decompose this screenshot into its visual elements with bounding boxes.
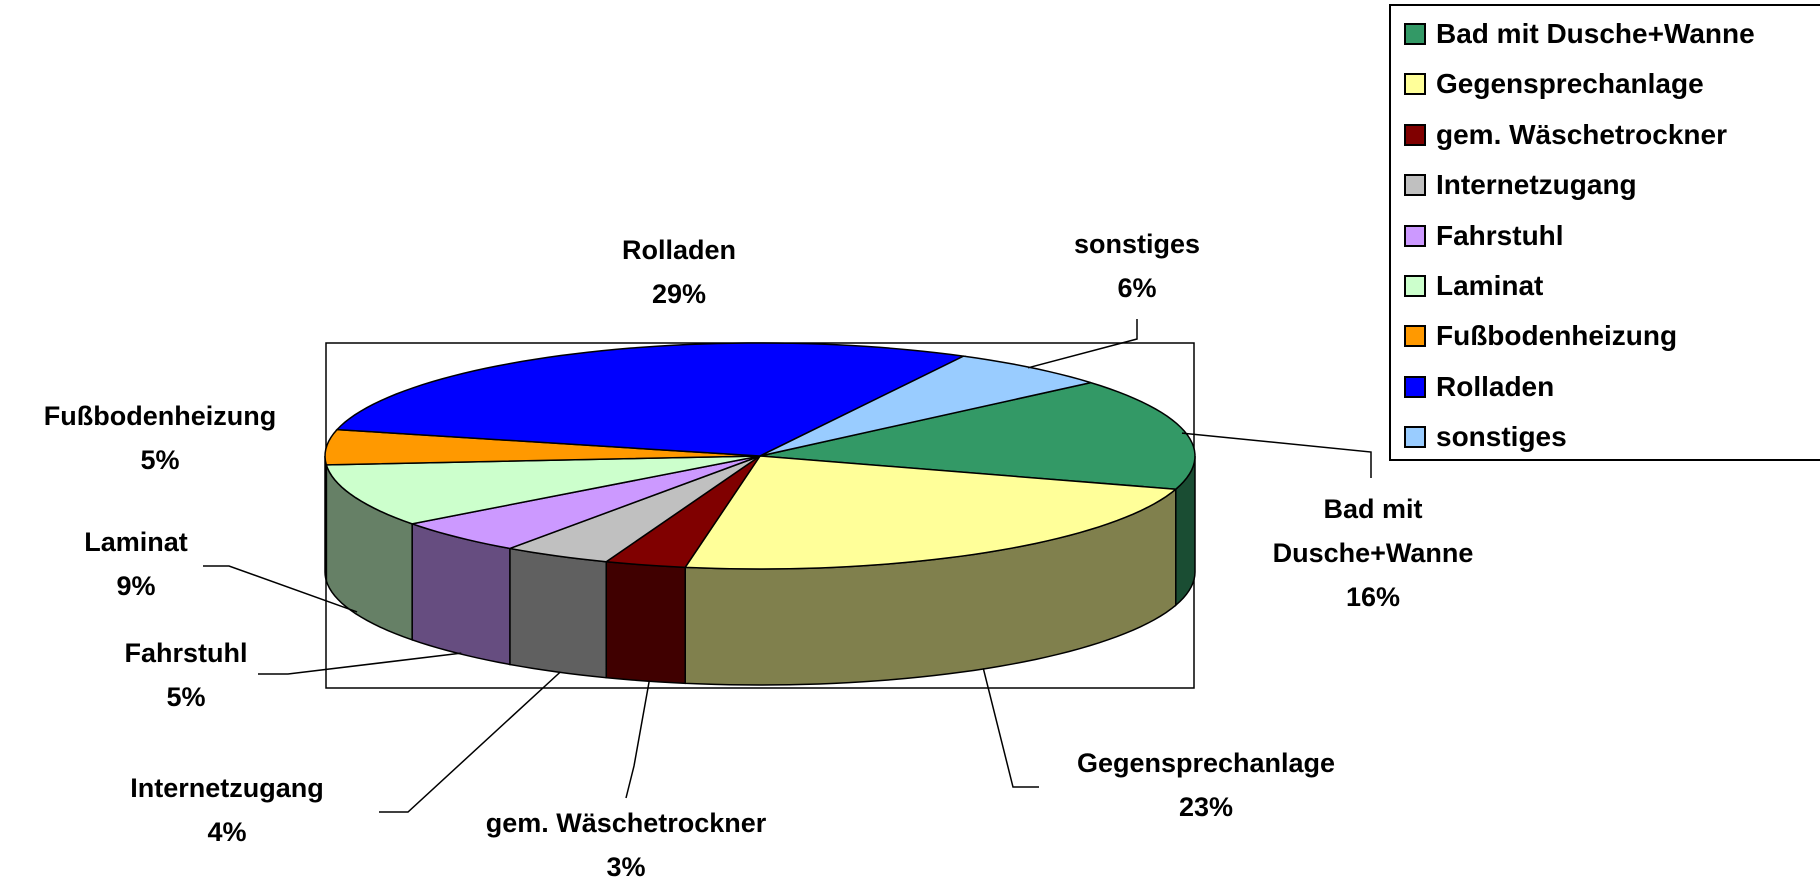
legend-label: sonstiges	[1436, 421, 1567, 453]
label-value: 6%	[1117, 273, 1157, 303]
legend-item: Fußbodenheizung	[1404, 320, 1677, 352]
label-value: 29%	[651, 279, 707, 309]
legend-label: Gegensprechanlage	[1436, 68, 1704, 100]
label-name: gem. Wäschetrockner	[485, 808, 767, 838]
legend-swatch	[1404, 275, 1426, 297]
legend-item: Laminat	[1404, 270, 1543, 302]
label-name: Bad mit Dusche+Wanne	[1272, 494, 1474, 568]
data-label: Bad mit Dusche+Wanne 16%	[1243, 487, 1503, 619]
legend-label: Bad mit Dusche+Wanne	[1436, 18, 1755, 49]
data-label: Internetzugang 4%	[130, 766, 324, 854]
legend-item: sonstiges	[1404, 421, 1567, 453]
legend-swatch	[1404, 123, 1426, 146]
leader-line	[625, 680, 650, 799]
label-value: 3%	[606, 852, 646, 882]
pie-slice	[335, 342, 967, 457]
pie-slice	[507, 455, 761, 563]
legend-label: Internetzugang	[1436, 169, 1637, 201]
legend-swatch	[1404, 375, 1426, 398]
data-label: Fahrstuhl 5%	[124, 631, 247, 719]
legend-label: Laminat	[1436, 270, 1544, 301]
label-name: Gegensprechanlage	[1076, 748, 1336, 778]
leader-line	[258, 652, 462, 675]
label-value: 5%	[140, 445, 180, 475]
pie-slice	[409, 455, 761, 550]
leader-line	[379, 671, 561, 813]
label-name: Rolladen	[621, 235, 737, 265]
data-label: Gegensprechanlage 23%	[1077, 741, 1335, 829]
data-label: Fußbodenheizung 5%	[44, 394, 276, 482]
legend-swatch	[1404, 224, 1426, 247]
leader-line	[982, 668, 1039, 788]
legend-label: Fahrstuhl	[1436, 219, 1564, 251]
label-name: Laminat	[84, 527, 188, 557]
label-name: Fußbodenheizung	[43, 401, 277, 431]
pie-slice	[683, 455, 1178, 570]
legend-label: Rolladen	[1436, 370, 1555, 402]
legend-item: Fahrstuhl	[1404, 220, 1564, 252]
legend-label: gem. Wäschetrockner	[1436, 118, 1727, 150]
legend-item: Rolladen	[1404, 371, 1554, 403]
legend-swatch	[1404, 426, 1426, 449]
legend-item: Gegensprechanlage	[1404, 68, 1704, 100]
label-value: 16%	[1345, 582, 1401, 612]
data-label: Rolladen 29%	[622, 228, 736, 316]
leader-line	[1181, 432, 1372, 478]
legend-swatch	[1404, 23, 1426, 45]
legend-item: Bad mit Dusche+Wanne	[1404, 18, 1755, 50]
label-name: Fahrstuhl	[124, 638, 248, 668]
pie-side	[509, 547, 607, 679]
data-label: Laminat 9%	[84, 520, 188, 608]
legend-box	[1389, 4, 1820, 461]
label-name: sonstiges	[1073, 229, 1201, 259]
data-label: sonstiges 6%	[1074, 222, 1200, 310]
pie-slice	[324, 428, 761, 466]
pie-slice	[759, 355, 1091, 457]
leader-line	[1027, 319, 1138, 369]
leader-line	[203, 565, 358, 613]
label-name: Internetzugang	[130, 773, 324, 803]
label-value: 9%	[116, 571, 156, 601]
legend-swatch	[1404, 325, 1426, 348]
label-value: 5%	[166, 682, 206, 712]
legend-label: Fußbodenheizung	[1436, 320, 1678, 352]
legend-item: Internetzugang	[1404, 169, 1637, 201]
label-value: 4%	[207, 817, 247, 847]
pie-side	[605, 560, 686, 685]
legend-item: gem. Wäschetrockner	[1404, 119, 1727, 151]
label-value: 23%	[1178, 792, 1234, 822]
pie-side	[324, 455, 328, 582]
pie-slice	[325, 455, 761, 525]
legend-swatch	[1404, 174, 1426, 197]
data-label: gem. Wäschetrockner 3%	[486, 801, 767, 882]
legend-swatch	[1404, 73, 1426, 96]
pie-slice	[604, 455, 761, 569]
